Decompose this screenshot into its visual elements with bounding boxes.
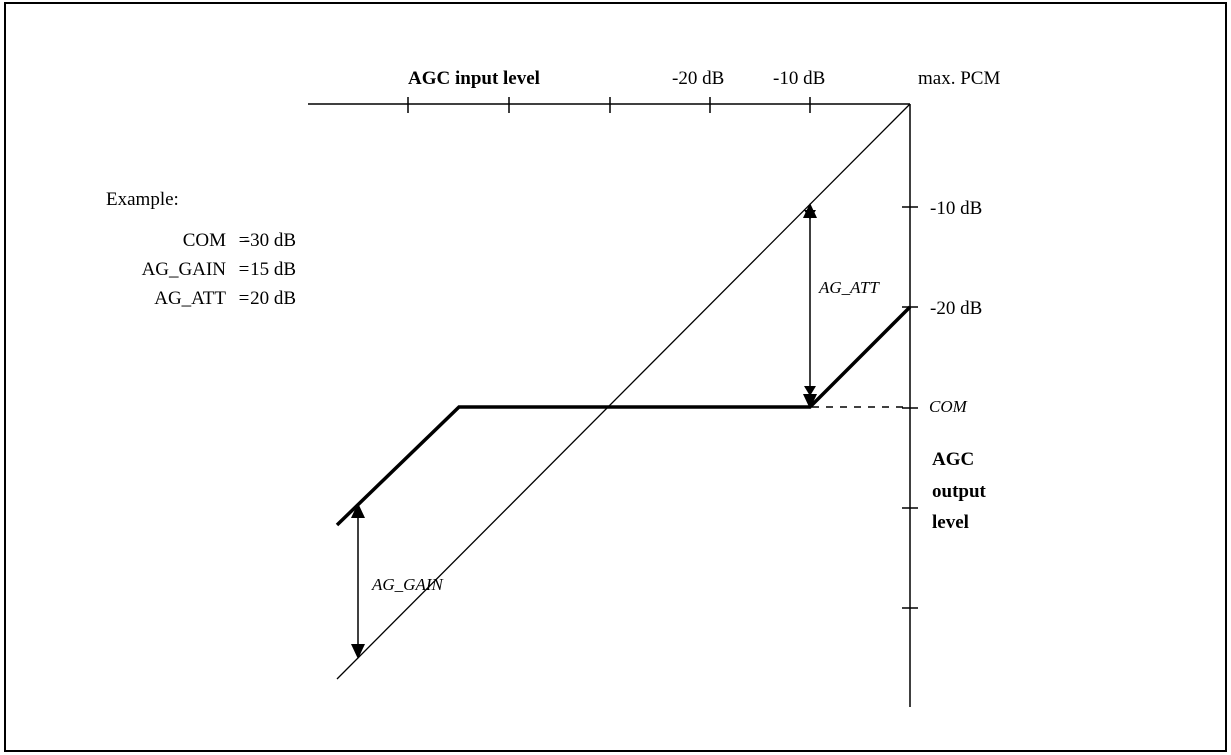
output-tick-label: -10 dB	[930, 198, 982, 219]
example-param-value: -30 dB	[244, 230, 296, 251]
example-param-value: 20 dB	[250, 288, 296, 309]
example-param-name: AG_GAIN	[142, 259, 227, 280]
ag-gain-arrowhead-bottom	[351, 644, 365, 659]
example-param-eq: =	[239, 259, 250, 280]
input-axis-title: AGC input level	[408, 68, 540, 89]
ag-att-arrowhead-bottom	[803, 394, 817, 409]
input-tick-label: -20 dB	[672, 68, 724, 89]
input-axis-ticks	[407, 97, 811, 113]
output-axis-title-line: output	[932, 481, 987, 502]
ag-gain-arrowhead-top	[351, 503, 365, 518]
example-heading: Example:	[106, 189, 179, 210]
ag-gain-label: AG_GAIN	[371, 575, 444, 594]
example-param-eq: =	[239, 288, 250, 309]
example-param-name: AG_ATT	[154, 288, 226, 309]
output-axis-title-line: level	[932, 512, 969, 533]
diagram-frame	[4, 2, 1227, 752]
max-pcm-label: max. PCM	[918, 68, 1000, 89]
output-axis-title-line: AGC	[932, 449, 974, 470]
input-tick-label: -10 dB	[773, 68, 825, 89]
example-params: COM = -30 dB AG_GAIN = 15 dB AG_ATT = 20…	[142, 230, 296, 309]
unity-gain-line	[336, 103, 911, 680]
output-tick-label: -20 dB	[930, 298, 982, 319]
agc-characteristic-curve	[335, 305, 912, 527]
example-param-name: COM	[183, 230, 226, 251]
example-param-eq: =	[239, 230, 250, 251]
com-label: COM	[929, 397, 968, 416]
example-param-value: 15 dB	[250, 259, 296, 280]
ag-att-arrowhead-top	[803, 203, 817, 218]
ag-att-label: AG_ATT	[818, 278, 880, 297]
